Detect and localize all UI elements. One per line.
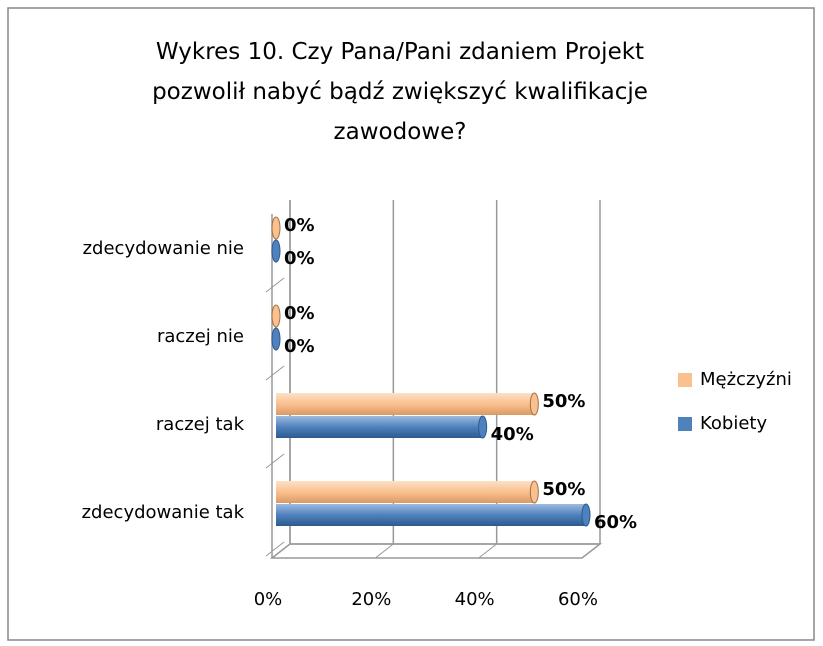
x-tick-label: 0% — [254, 589, 283, 610]
bar-cap — [581, 503, 591, 527]
bar-cap — [529, 392, 539, 416]
bar-cap — [271, 304, 281, 328]
value-label: 60% — [594, 512, 637, 533]
bar — [276, 480, 539, 504]
bar-body — [276, 416, 483, 438]
category-tick — [265, 453, 285, 469]
value-label: 50% — [542, 391, 585, 412]
bar-cap — [271, 327, 281, 351]
bar — [276, 415, 488, 439]
value-label: 50% — [542, 479, 585, 500]
floor — [269, 543, 603, 559]
value-label: 0% — [284, 336, 315, 357]
y-tick-label: zdecydowanie nie — [83, 238, 244, 259]
x-tick-label: 40% — [455, 589, 495, 610]
frame — [7, 7, 815, 641]
bar-body — [276, 393, 535, 415]
category-tick — [265, 541, 285, 557]
value-label: 0% — [284, 215, 315, 236]
bar — [271, 304, 281, 328]
bar-cap — [478, 415, 488, 439]
bar-body — [276, 504, 586, 526]
y-tick-label: raczej nie — [157, 326, 244, 347]
value-label: 0% — [284, 303, 315, 324]
y-tick-label: zdecydowanie tak — [82, 502, 245, 523]
chart-title: Wykres 10. Czy Pana/Pani zdaniem Projekt… — [152, 39, 648, 145]
legend-label: Kobiety — [700, 413, 767, 434]
tick-mark — [581, 543, 601, 559]
category-tick — [265, 365, 285, 381]
tick-mark — [271, 543, 291, 559]
legend-swatch — [678, 417, 692, 431]
bar — [276, 392, 539, 416]
value-label: 40% — [491, 424, 534, 445]
value-label: 0% — [284, 248, 315, 269]
bar — [276, 503, 591, 527]
y-tick-label: raczej tak — [156, 414, 245, 435]
bar-cap — [529, 480, 539, 504]
bar — [271, 327, 281, 351]
tick-mark — [478, 543, 497, 559]
bar — [271, 216, 281, 240]
legend-label: Mężczyźni — [700, 369, 792, 390]
bar-cap — [271, 239, 281, 263]
tick-mark — [375, 543, 394, 559]
x-tick-label: 60% — [558, 589, 598, 610]
legend-swatch — [678, 373, 692, 387]
bar-body — [276, 481, 535, 503]
bar-cap — [271, 216, 281, 240]
bar — [271, 239, 281, 263]
x-tick-label: 20% — [351, 589, 391, 610]
category-tick — [265, 277, 285, 293]
